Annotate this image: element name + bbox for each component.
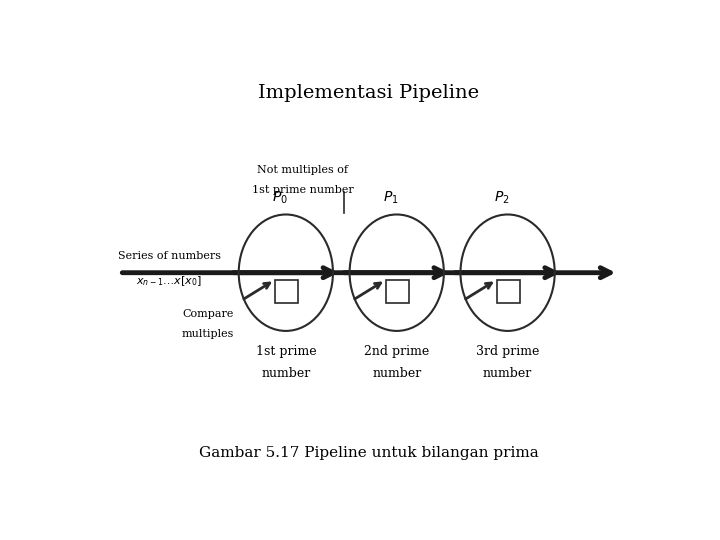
Text: number: number	[261, 367, 310, 380]
Text: $P_0$: $P_0$	[272, 190, 288, 206]
Text: 1st prime number: 1st prime number	[251, 185, 354, 194]
Text: 1st prime: 1st prime	[256, 345, 316, 358]
Text: multiples: multiples	[182, 329, 235, 339]
Text: Gambar 5.17 Pipeline untuk bilangan prima: Gambar 5.17 Pipeline untuk bilangan prim…	[199, 446, 539, 460]
Text: Compare: Compare	[183, 309, 234, 319]
Text: $P_2$: $P_2$	[494, 190, 510, 206]
Text: 3rd prime: 3rd prime	[476, 345, 539, 358]
Text: $P_1$: $P_1$	[383, 190, 399, 206]
Text: number: number	[483, 367, 532, 380]
Bar	[386, 280, 409, 303]
Text: number: number	[372, 367, 421, 380]
Bar	[497, 280, 520, 303]
Text: Not multiples of: Not multiples of	[257, 165, 348, 175]
Text: 2nd prime: 2nd prime	[364, 345, 429, 358]
Text: Implementasi Pipeline: Implementasi Pipeline	[258, 84, 480, 102]
Bar	[275, 280, 298, 303]
Text: $x_{n-1} \ldots x[x_0]$: $x_{n-1} \ldots x[x_0]$	[137, 274, 202, 288]
Text: Series of numbers: Series of numbers	[118, 251, 221, 261]
